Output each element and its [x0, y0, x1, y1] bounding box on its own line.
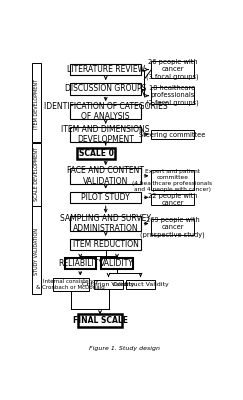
Text: 18 healthcare
professionals
(2 focal groups): 18 healthcare professionals (2 focal gro…	[146, 86, 199, 106]
FancyBboxPatch shape	[94, 280, 123, 289]
FancyBboxPatch shape	[52, 278, 89, 291]
Text: STUDY VALIDATION: STUDY VALIDATION	[34, 228, 39, 275]
FancyBboxPatch shape	[70, 216, 141, 231]
FancyBboxPatch shape	[70, 239, 141, 250]
Text: ITEM REDUCTION: ITEM REDUCTION	[73, 240, 139, 249]
Text: FACE AND CONTENT
VALIDATION: FACE AND CONTENT VALIDATION	[67, 166, 144, 186]
FancyBboxPatch shape	[70, 192, 141, 203]
FancyBboxPatch shape	[78, 148, 115, 158]
FancyBboxPatch shape	[70, 83, 141, 94]
Text: SCALE 0: SCALE 0	[79, 149, 114, 158]
FancyBboxPatch shape	[70, 64, 141, 76]
FancyBboxPatch shape	[151, 194, 194, 205]
Text: Expert and patient
committee
(4 healthcare professionals
and 4 people with cance: Expert and patient committee (4 healthca…	[132, 169, 213, 192]
Text: 22 people with
cancer: 22 people with cancer	[148, 193, 197, 206]
Text: VALIDITY: VALIDITY	[100, 259, 134, 268]
Text: Figure 1. Study design: Figure 1. Study design	[89, 346, 160, 351]
FancyBboxPatch shape	[32, 143, 41, 206]
Text: FINAL SCALE: FINAL SCALE	[73, 316, 128, 325]
FancyBboxPatch shape	[102, 258, 132, 269]
Text: SAMPLING AND SURVEY
ADMINISTRATION: SAMPLING AND SURVEY ADMINISTRATION	[60, 214, 151, 233]
FancyBboxPatch shape	[70, 168, 141, 184]
FancyBboxPatch shape	[70, 126, 141, 142]
Text: SCALE DEVELOPMENT: SCALE DEVELOPMENT	[34, 147, 39, 201]
FancyBboxPatch shape	[151, 61, 194, 78]
Text: Internal consistency
& Cronbach or McDonald: Internal consistency & Cronbach or McDon…	[36, 279, 105, 290]
FancyBboxPatch shape	[151, 219, 194, 235]
Text: RELIABILITY: RELIABILITY	[58, 259, 103, 268]
Text: PILOT STUDY: PILOT STUDY	[81, 193, 130, 202]
Text: ITEM AND DIMENSIONS
DEVELOPMENT: ITEM AND DIMENSIONS DEVELOPMENT	[61, 124, 150, 144]
Text: Criterion Validity: Criterion Validity	[82, 282, 135, 287]
Text: ITEM DEVELOPMENT: ITEM DEVELOPMENT	[34, 78, 39, 128]
FancyBboxPatch shape	[151, 87, 194, 104]
FancyBboxPatch shape	[70, 104, 141, 120]
FancyBboxPatch shape	[78, 314, 122, 327]
FancyBboxPatch shape	[32, 64, 41, 142]
FancyBboxPatch shape	[151, 130, 194, 140]
FancyBboxPatch shape	[151, 170, 194, 190]
FancyBboxPatch shape	[32, 206, 41, 294]
Text: 269 people with
cancer
(prospective study): 269 people with cancer (prospective stud…	[140, 217, 205, 238]
Text: DISCUSSION GROUPS: DISCUSSION GROUPS	[65, 84, 146, 93]
Text: 26 people with
cancer
(3 focal groups): 26 people with cancer (3 focal groups)	[146, 59, 199, 80]
Text: Construct Validity: Construct Validity	[113, 282, 168, 287]
FancyBboxPatch shape	[65, 258, 96, 269]
Text: Steering committee: Steering committee	[139, 132, 206, 138]
Text: IDENTIFICATION OF CATEGORIES
OF ANALYSIS: IDENTIFICATION OF CATEGORIES OF ANALYSIS	[44, 102, 167, 122]
Text: LITERATURE REVIEW: LITERATURE REVIEW	[67, 65, 145, 74]
FancyBboxPatch shape	[126, 280, 155, 289]
